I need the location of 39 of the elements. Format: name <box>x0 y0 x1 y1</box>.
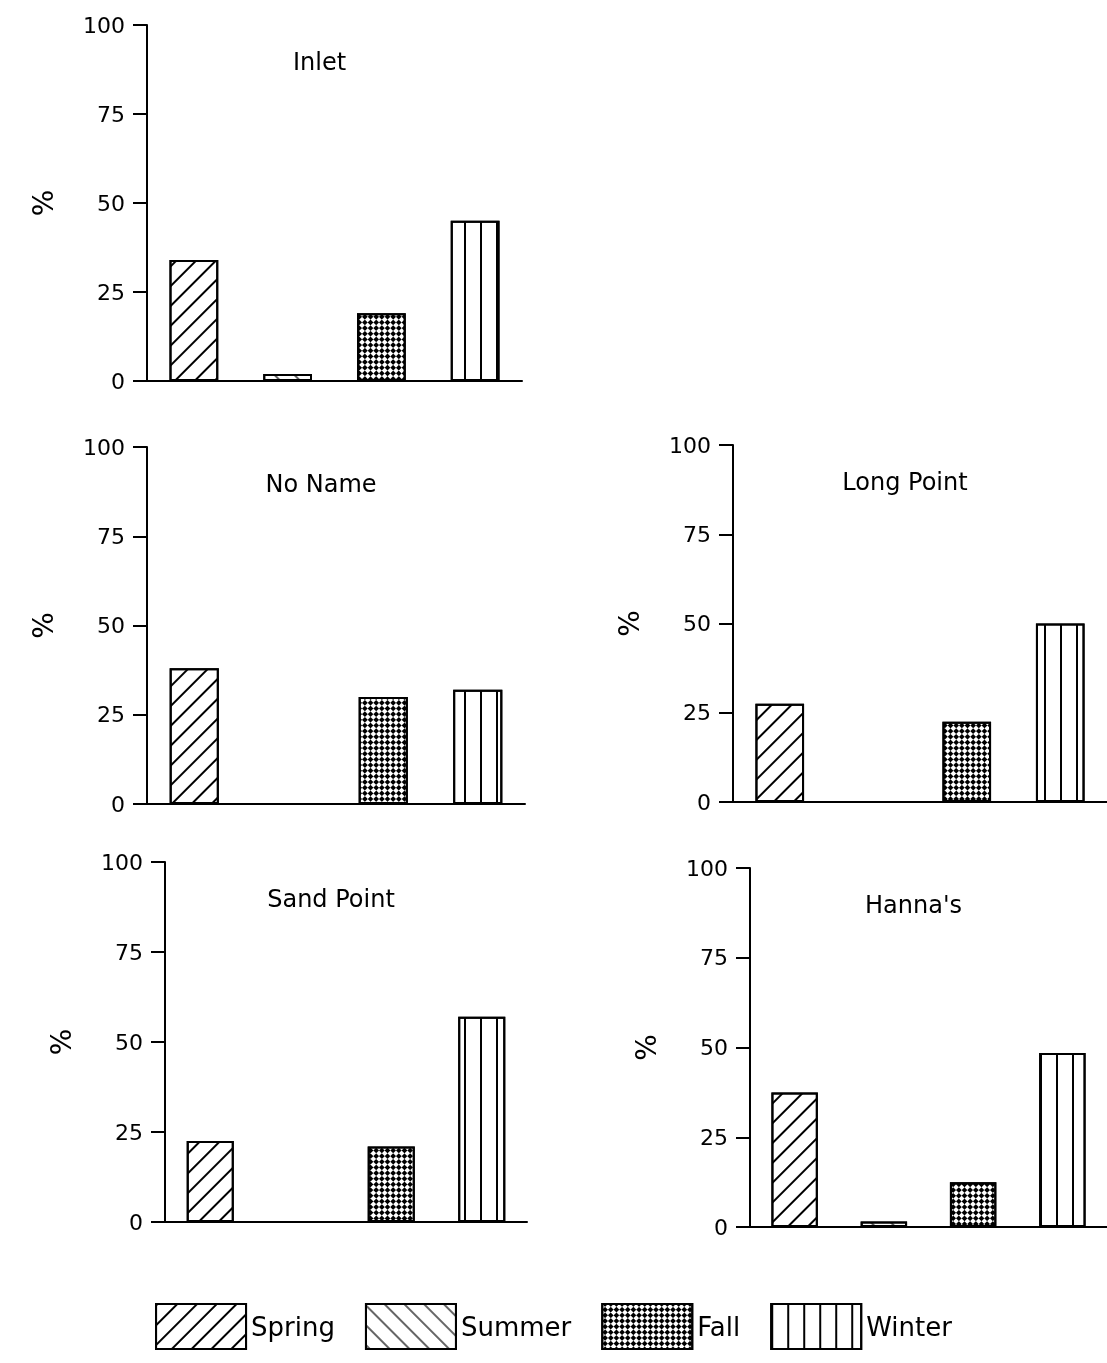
y-axis-title: % <box>612 610 646 637</box>
y-tick-label: 0 <box>111 791 125 817</box>
y-tick-label: 50 <box>115 1029 143 1055</box>
y-tick-label: 25 <box>97 702 125 728</box>
y-tick-label: 0 <box>714 1214 728 1240</box>
y-tick-label: 75 <box>97 101 125 127</box>
y-axis-title: % <box>629 1034 663 1061</box>
y-tick-label: 75 <box>97 523 125 549</box>
y-tick-label: 25 <box>700 1124 728 1150</box>
y-tick-label: 0 <box>697 789 711 815</box>
y-tick-label: 25 <box>683 700 711 726</box>
y-tick-label: 50 <box>700 1035 728 1060</box>
text: Inlet <box>292 48 347 76</box>
y-tick-label: 100 <box>83 12 125 38</box>
text: Long Point <box>842 468 968 496</box>
legend-label: Spring <box>251 1311 335 1342</box>
y-tick-label: 100 <box>686 855 728 881</box>
y-axis-title: % <box>44 1028 78 1056</box>
y-tick-label: 25 <box>115 1119 143 1145</box>
y-tick-label: 75 <box>683 521 711 547</box>
text: Hanna's <box>865 891 962 919</box>
y-tick-label: 100 <box>669 432 711 458</box>
y-axis-title: % <box>26 612 60 639</box>
y-tick-label: 50 <box>97 190 125 216</box>
y-tick-label: 25 <box>97 279 125 305</box>
y-tick-label: 50 <box>97 613 125 638</box>
legend-label: Summer <box>460 1311 572 1342</box>
y-tick-label: 100 <box>101 849 143 875</box>
y-tick-label: 0 <box>129 1209 143 1235</box>
legend-label: Winter <box>866 1311 953 1342</box>
y-tick-label: 0 <box>111 368 125 394</box>
text: Sand Point <box>267 885 395 913</box>
text: No Name <box>265 470 377 498</box>
legend-label: Fall <box>697 1311 741 1342</box>
y-tick-label: 50 <box>683 611 711 636</box>
y-axis-title: % <box>26 189 60 217</box>
y-tick-label: 75 <box>700 945 728 971</box>
y-tick-label: 100 <box>83 434 125 460</box>
y-tick-label: 75 <box>115 939 143 965</box>
